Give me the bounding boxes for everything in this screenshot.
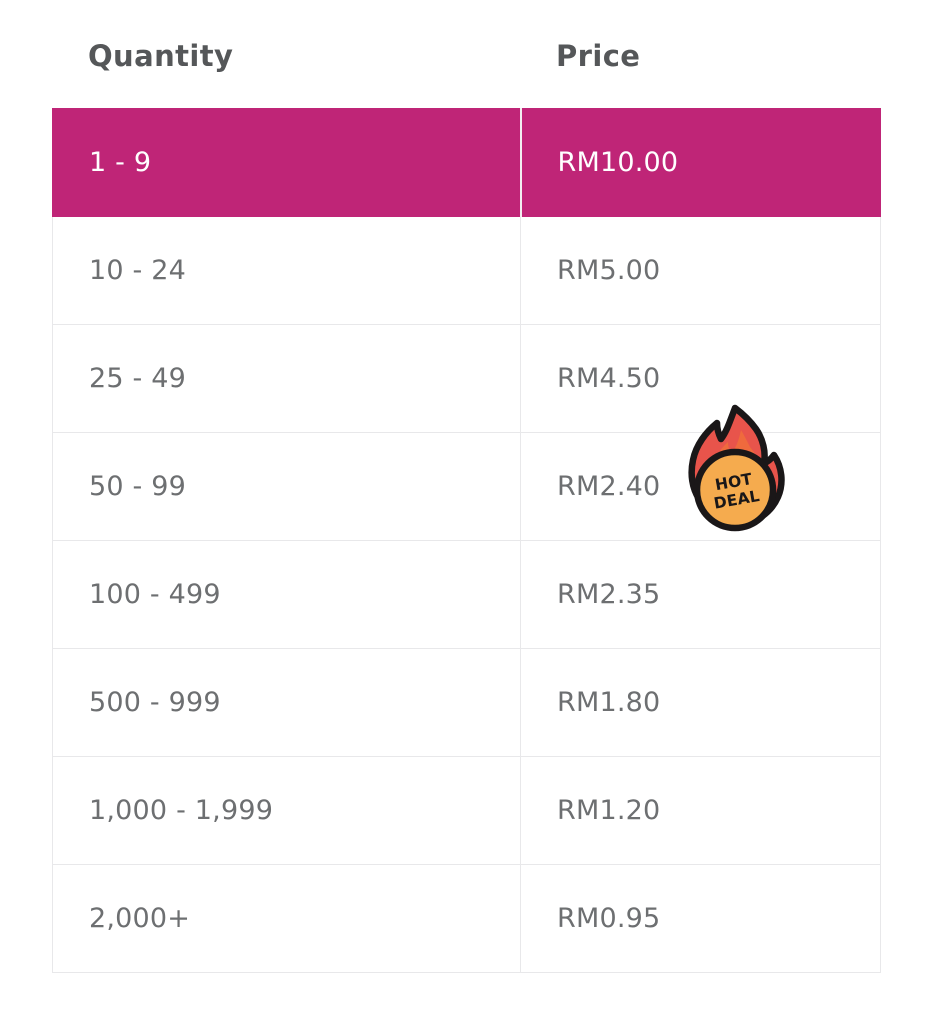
cell-price[interactable]: RM1.80 [520, 648, 881, 757]
table-row[interactable]: 2,000+ RM0.95 [52, 864, 881, 973]
quantity-value: 2,000+ [89, 903, 191, 934]
cell-price[interactable]: RM10.00 [519, 108, 881, 217]
tiered-price-table-body: 1 - 9 RM10.00 10 - 24 RM5.00 25 - 49 [52, 108, 881, 973]
table-row[interactable]: 1 - 9 RM10.00 [52, 108, 881, 217]
cell-price[interactable]: RM2.40 [520, 432, 881, 541]
price-value: RM1.80 [557, 687, 661, 718]
column-header-quantity-label: Quantity [88, 38, 234, 73]
quantity-value: 100 - 499 [89, 579, 221, 610]
cell-quantity[interactable]: 1 - 9 [52, 108, 521, 217]
cell-price[interactable]: RM1.20 [520, 756, 881, 865]
price-value: RM5.00 [557, 255, 661, 286]
table-row[interactable]: 50 - 99 RM2.40 [52, 432, 881, 541]
cell-quantity[interactable]: 10 - 24 [52, 216, 521, 325]
table-row[interactable]: 10 - 24 RM5.00 [52, 216, 881, 325]
quantity-value: 1 - 9 [89, 147, 152, 178]
column-header-quantity: Quantity [52, 38, 520, 73]
price-value: RM1.20 [557, 795, 661, 826]
price-value: RM4.50 [557, 363, 661, 394]
table-row[interactable]: 500 - 999 RM1.80 [52, 648, 881, 757]
cell-quantity[interactable]: 1,000 - 1,999 [52, 756, 521, 865]
price-value: RM2.35 [557, 579, 661, 610]
cell-price[interactable]: RM5.00 [520, 216, 881, 325]
cell-quantity[interactable]: 25 - 49 [52, 324, 521, 433]
cell-price[interactable]: RM0.95 [520, 864, 881, 973]
cell-price[interactable]: RM2.35 [520, 540, 881, 649]
cell-quantity[interactable]: 500 - 999 [52, 648, 521, 757]
tiered-price-table: 1 - 9 RM10.00 10 - 24 RM5.00 25 - 49 [52, 108, 881, 973]
column-header-price-label: Price [556, 38, 641, 73]
cell-quantity[interactable]: 50 - 99 [52, 432, 521, 541]
quantity-value: 10 - 24 [89, 255, 187, 286]
cell-quantity[interactable]: 2,000+ [52, 864, 521, 973]
cell-quantity[interactable]: 100 - 499 [52, 540, 521, 649]
price-value: RM2.40 [557, 471, 661, 502]
table-row[interactable]: 100 - 499 RM2.35 [52, 540, 881, 649]
quantity-value: 500 - 999 [89, 687, 221, 718]
table-column-headers: Quantity Price [52, 28, 880, 84]
table-row[interactable]: 25 - 49 RM4.50 [52, 324, 881, 433]
cell-price[interactable]: RM4.50 [520, 324, 881, 433]
quantity-value: 25 - 49 [89, 363, 187, 394]
quantity-value: 50 - 99 [89, 471, 187, 502]
quantity-value: 1,000 - 1,999 [89, 795, 274, 826]
price-value: RM0.95 [557, 903, 661, 934]
column-header-price: Price [520, 38, 880, 73]
price-value: RM10.00 [557, 147, 679, 178]
table-row[interactable]: 1,000 - 1,999 RM1.20 [52, 756, 881, 865]
